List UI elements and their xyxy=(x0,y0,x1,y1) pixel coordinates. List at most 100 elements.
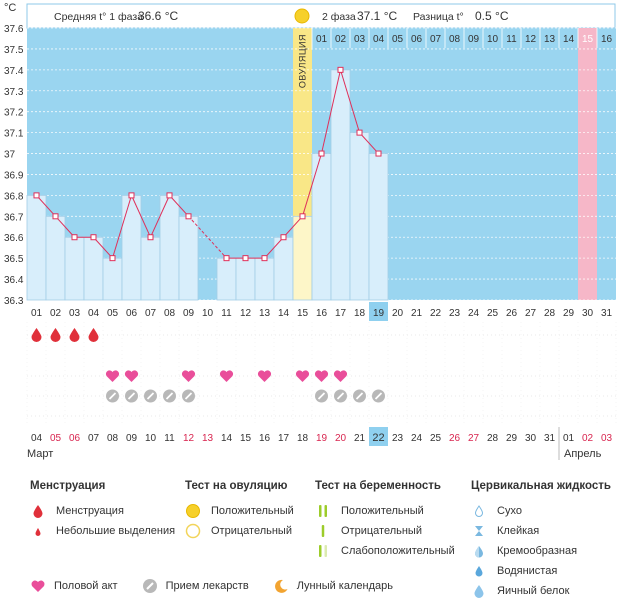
calendar-date-label: 02 xyxy=(582,433,594,444)
temperature-bar xyxy=(102,257,123,301)
cycle-day-label: 14 xyxy=(278,308,290,319)
egg-white-icon xyxy=(474,585,484,598)
sun-positive-icon xyxy=(186,504,200,518)
today-highlight xyxy=(369,427,388,446)
cycle-day-label: 07 xyxy=(145,308,157,319)
phase1-label: Средняя t° 1 фаза xyxy=(54,11,143,23)
phase2-value: 37.1 °C xyxy=(357,9,397,23)
one-line-icon xyxy=(321,525,325,537)
calendar-date-label: 23 xyxy=(392,433,404,444)
pill-icon-stroke xyxy=(127,392,136,400)
temperature-point xyxy=(375,150,382,157)
diff-value: 0.5 °C xyxy=(475,9,509,23)
phase2-day-label: 11 xyxy=(506,34,517,45)
legend-menstruation: Менструация Менструация Небольшие выделе… xyxy=(30,480,175,541)
temperature-point xyxy=(223,255,230,262)
phase2-day-label: 05 xyxy=(392,34,404,45)
dry-drop-icon xyxy=(474,505,484,517)
calendar-date-label: 01 xyxy=(563,433,575,444)
calendar-date-label: 29 xyxy=(506,433,518,444)
legend-cervical-title: Цервикальная жидкость xyxy=(471,480,611,492)
calendar-date-label: 26 xyxy=(449,433,461,444)
cycle-day-label: 05 xyxy=(107,308,119,319)
calendar-date-label: 25 xyxy=(430,433,442,444)
temperature-point xyxy=(185,213,192,220)
legend-item-label: Отрицательный xyxy=(211,525,292,537)
phase2-day-label: 01 xyxy=(316,34,328,45)
temperature-bar xyxy=(292,215,313,301)
temperature-point xyxy=(337,66,344,73)
cycle-day-label: 06 xyxy=(126,308,138,319)
calendar-date-label: 24 xyxy=(411,433,423,444)
x-axis-cycle-days: 01 02 03 04 05 06 07 08 09 10 11 12 13 14 15 16 17 18 19 20… xyxy=(31,302,613,321)
calendar-dates: 04 05 06 07 08 09 10 11 12 13 14 15 16 17 18 19 20 21 22 23… xyxy=(31,427,612,460)
pill-icon-stroke xyxy=(184,392,193,400)
cycle-day-label: 01 xyxy=(31,308,43,319)
moon-icon xyxy=(274,579,288,593)
temperature-bar xyxy=(140,236,161,301)
cycle-day-label: 10 xyxy=(202,308,214,319)
temperature-line-segment xyxy=(188,215,227,259)
ovulation-label: ОВУЛЯЦИЯ xyxy=(298,34,308,88)
temperature-bar xyxy=(26,194,47,301)
legend-item-label: Положительный xyxy=(341,505,424,517)
heart-icon xyxy=(219,370,234,382)
calendar-date-label: 15 xyxy=(240,433,252,444)
pill-icon-stroke xyxy=(355,392,364,400)
calendar-date-label: 31 xyxy=(544,433,556,444)
legend-item: Клейкая xyxy=(471,521,611,541)
cycle-day-label: 03 xyxy=(69,308,81,319)
heart-icon xyxy=(333,370,348,382)
calendar-date-label: 10 xyxy=(145,433,157,444)
bottom-legend-item: Лунный календарь xyxy=(273,578,393,594)
legend-item-label: Положительный xyxy=(211,505,294,517)
cycle-day-label: 30 xyxy=(582,308,594,319)
legend-item: Сухо xyxy=(471,501,611,521)
heart-icon xyxy=(105,370,120,382)
pill-icon-stroke xyxy=(108,392,117,400)
legend-item: Кремообразная xyxy=(471,541,611,561)
cycle-day-label: 22 xyxy=(430,308,442,319)
bottom-legend-item: Половой акт xyxy=(30,578,118,594)
cycle-day-label: 17 xyxy=(335,308,347,319)
phase2-day-label: 10 xyxy=(487,34,499,45)
legend-item: Небольшие выделения xyxy=(30,521,175,541)
calendar-date-label: 09 xyxy=(126,433,138,444)
temperature-line-segment xyxy=(264,236,284,259)
pill-icon-stroke xyxy=(374,392,383,400)
legend-item: Положительный xyxy=(185,501,294,521)
y-tick-label: 36.8 xyxy=(4,191,24,202)
temperature-point xyxy=(356,129,363,136)
cycle-day-label: 31 xyxy=(601,308,613,319)
temperature-line-segment xyxy=(340,69,360,133)
y-tick-label: 37.3 xyxy=(4,87,24,98)
cycle-day-label: 19 xyxy=(373,308,385,319)
heart-icon xyxy=(31,580,45,592)
temperature-point xyxy=(280,234,287,241)
calendar-date-label: 12 xyxy=(183,433,195,444)
heart-icon xyxy=(181,370,196,382)
y-tick-label: 36.7 xyxy=(4,212,24,223)
cycle-day-label: 12 xyxy=(240,308,252,319)
legend-item: Менструация xyxy=(30,501,175,521)
cycle-day-label: 15 xyxy=(297,308,309,319)
month-start: Март xyxy=(27,448,53,460)
legend-item-label: Сухо xyxy=(497,505,522,517)
phase2-day-label: 07 xyxy=(430,34,442,45)
calendar-date-label: 16 xyxy=(259,433,271,444)
month-next: Апрель xyxy=(564,448,602,460)
phase2-day-label: 03 xyxy=(354,34,366,45)
y-tick-label: 37.6 xyxy=(4,24,24,35)
calendar-date-label: 18 xyxy=(297,433,309,444)
legend-menstruation-title: Менструация xyxy=(30,480,106,492)
temperature-line-segment xyxy=(169,195,189,217)
cycle-day-label: 09 xyxy=(183,308,195,319)
legend-item-label: Клейкая xyxy=(497,525,540,537)
phase2-day-label: 15 xyxy=(582,34,594,45)
y-tick-label: 37.4 xyxy=(4,66,24,77)
y-tick-label: 37.2 xyxy=(4,108,24,119)
cycle-day-label: 13 xyxy=(259,308,271,319)
legend-item-label: Менструация xyxy=(56,505,124,517)
current-day-highlight xyxy=(369,302,388,321)
temperature-line-segment xyxy=(36,195,56,217)
